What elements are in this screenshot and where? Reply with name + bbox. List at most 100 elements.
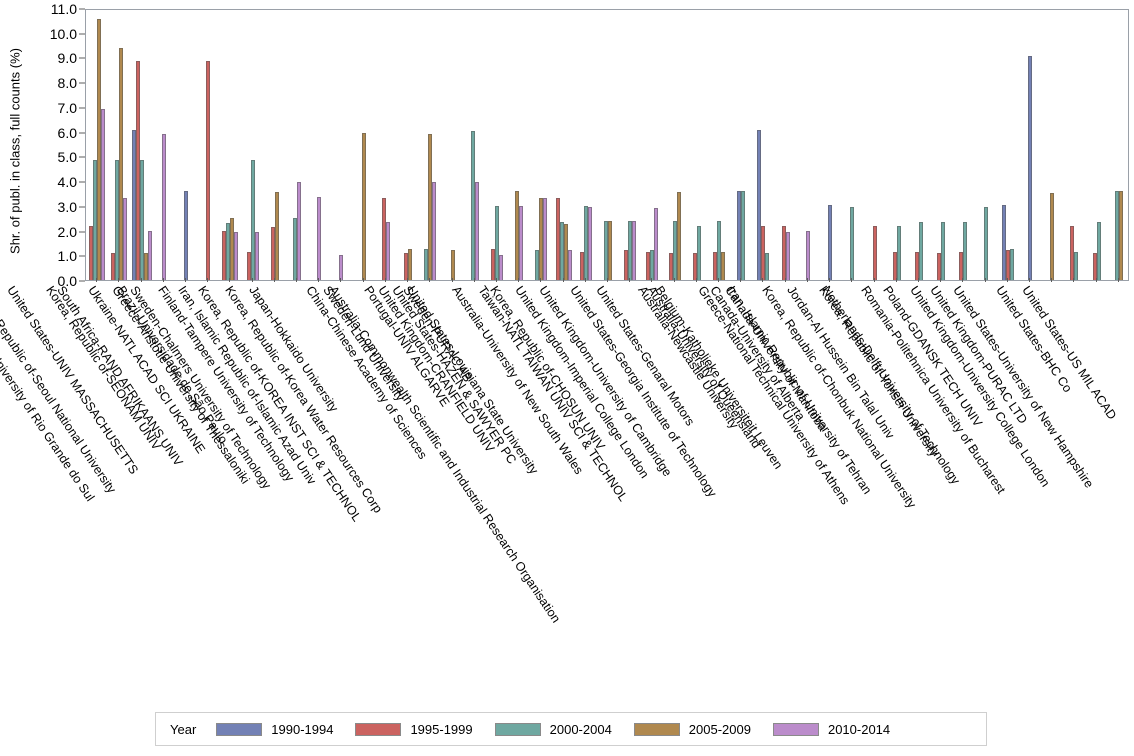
x-tick-mark bbox=[429, 278, 431, 282]
bar bbox=[1009, 249, 1014, 280]
y-tick-mark bbox=[79, 107, 85, 109]
x-tick-mark bbox=[451, 278, 453, 282]
bar bbox=[696, 225, 701, 280]
bar-group bbox=[959, 10, 968, 280]
bar bbox=[761, 225, 766, 280]
bar-group bbox=[450, 10, 455, 280]
x-tick-mark bbox=[251, 278, 253, 282]
bar-group bbox=[692, 10, 701, 280]
bar bbox=[587, 207, 592, 280]
y-tick-mark bbox=[79, 57, 85, 59]
bar bbox=[676, 192, 681, 280]
x-tick-mark bbox=[540, 278, 542, 282]
bar-group bbox=[361, 10, 366, 280]
bar bbox=[297, 182, 302, 280]
bar bbox=[222, 230, 227, 280]
legend-item[interactable]: 2000-2004 bbox=[494, 722, 612, 737]
bar bbox=[206, 61, 211, 280]
x-tick-mark bbox=[118, 278, 120, 282]
bar-group bbox=[872, 10, 877, 280]
bar-group bbox=[892, 10, 901, 280]
x-tick-mark bbox=[718, 278, 720, 282]
y-tick-mark bbox=[79, 132, 85, 134]
bar-group bbox=[1050, 10, 1055, 280]
bar bbox=[555, 198, 560, 280]
bar bbox=[563, 224, 568, 280]
y-tick-label: 3.0 bbox=[57, 198, 77, 215]
bar-group bbox=[937, 10, 946, 280]
bar bbox=[872, 225, 877, 280]
bar bbox=[131, 130, 136, 280]
legend-item[interactable]: 2010-2014 bbox=[772, 722, 890, 737]
y-tick-mark bbox=[79, 33, 85, 35]
legend-swatch bbox=[216, 722, 263, 736]
bar bbox=[161, 134, 166, 280]
bar bbox=[183, 190, 188, 280]
bar bbox=[805, 230, 810, 280]
y-tick-label: 9.0 bbox=[57, 50, 77, 67]
x-tick-mark bbox=[607, 278, 608, 282]
y-tick-mark bbox=[79, 280, 85, 282]
x-tick-mark bbox=[1029, 278, 1031, 282]
bar bbox=[226, 223, 231, 280]
bar bbox=[498, 255, 503, 280]
bar bbox=[1005, 250, 1010, 280]
bar-group bbox=[737, 10, 746, 280]
bar bbox=[959, 251, 964, 280]
bar bbox=[519, 205, 524, 280]
bar bbox=[432, 182, 437, 280]
x-tick-mark bbox=[184, 278, 186, 282]
legend-label: 1990-1994 bbox=[271, 721, 334, 737]
bar-group bbox=[535, 10, 548, 280]
bar-group bbox=[646, 10, 659, 280]
x-tick-mark bbox=[296, 278, 298, 282]
bar-group bbox=[246, 10, 259, 280]
bar bbox=[270, 226, 275, 280]
bar bbox=[579, 251, 584, 280]
y-tick-mark bbox=[79, 82, 85, 84]
bar-group bbox=[339, 10, 344, 280]
bar bbox=[381, 197, 386, 280]
x-tick-mark bbox=[1117, 278, 1119, 282]
y-tick-mark bbox=[79, 231, 85, 233]
bar bbox=[668, 252, 673, 280]
bar bbox=[515, 190, 520, 280]
bar bbox=[559, 221, 564, 280]
bar bbox=[115, 160, 120, 280]
bar bbox=[646, 251, 651, 280]
y-tick-label: 8.0 bbox=[57, 75, 77, 92]
bar bbox=[470, 131, 475, 280]
bar bbox=[785, 231, 790, 280]
y-tick-label: 10.0 bbox=[49, 25, 77, 42]
legend-items: 1990-1994 1995-1999 2000-2004 2005-2009 2010… bbox=[216, 722, 912, 737]
bar bbox=[672, 220, 677, 280]
x-tick-mark bbox=[962, 278, 964, 282]
x-tick-mark bbox=[518, 278, 520, 282]
bar bbox=[89, 226, 94, 280]
bar-group bbox=[757, 10, 770, 280]
legend-item[interactable]: 2005-2009 bbox=[633, 722, 751, 737]
x-tick-mark bbox=[229, 278, 231, 282]
bar bbox=[1074, 251, 1079, 280]
bar bbox=[97, 19, 102, 280]
bar-group bbox=[1028, 10, 1033, 280]
legend-swatch bbox=[494, 722, 541, 736]
bar bbox=[139, 160, 144, 280]
x-tick-mark bbox=[273, 278, 275, 282]
x-tick-mark bbox=[1006, 278, 1008, 282]
legend-item[interactable]: 1995-1999 bbox=[355, 722, 473, 737]
bar bbox=[692, 252, 697, 280]
legend: Year 1990-1994 1995-1999 2000-2004 2005-200… bbox=[155, 712, 987, 746]
bar bbox=[828, 204, 833, 280]
y-tick-mark bbox=[79, 181, 85, 183]
bar bbox=[567, 250, 572, 280]
bar-group bbox=[668, 10, 681, 280]
bar-group bbox=[1092, 10, 1101, 280]
bar-group bbox=[624, 10, 637, 280]
legend-item[interactable]: 1990-1994 bbox=[216, 722, 333, 737]
x-tick-mark bbox=[806, 278, 808, 282]
bar bbox=[1050, 193, 1055, 280]
bar-group bbox=[805, 10, 810, 280]
bar bbox=[147, 230, 152, 280]
x-tick-mark bbox=[873, 278, 875, 282]
